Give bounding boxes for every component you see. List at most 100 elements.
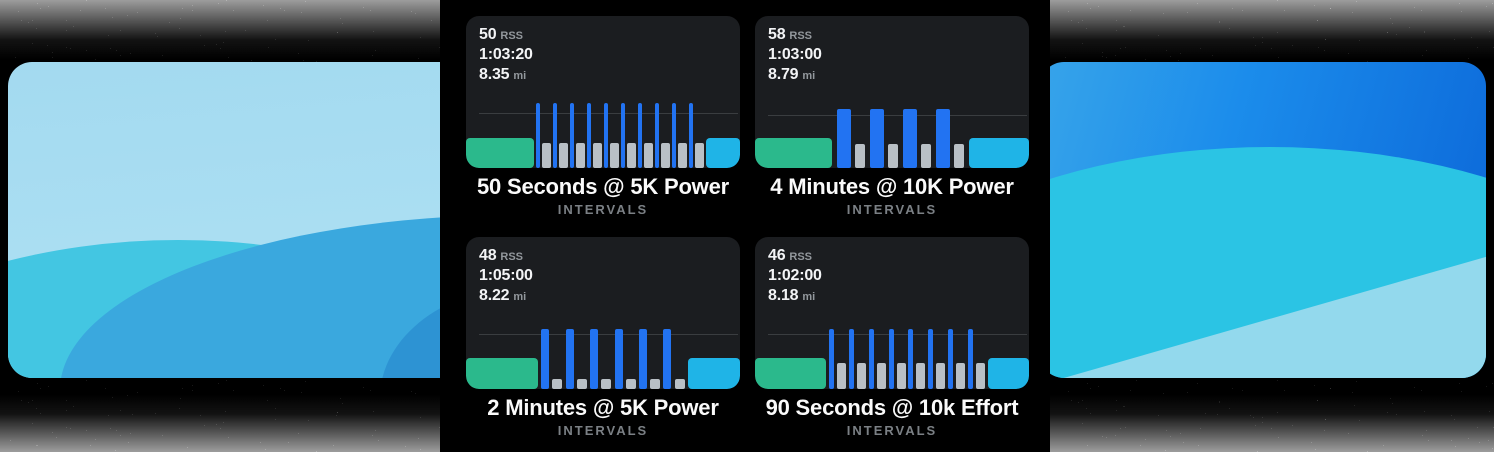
work-interval-bar [663,329,672,389]
distance-unit: mi [802,291,816,303]
rss-unit: RSS [500,251,524,263]
interval-bar-chart [466,324,740,389]
workout-card-cell[interactable]: 48 RSS 1:05:00 8.22 mi 2 Minutes @ 5K Powe… [466,237,740,438]
rss-unit: RSS [500,30,524,42]
recovery-bar [936,363,946,389]
workout-card-cell[interactable]: 58 RSS 1:03:00 8.79 mi 4 Minutes @ 10K Pow… [755,16,1029,217]
workout-card[interactable]: 58 RSS 1:03:00 8.79 mi [755,16,1029,168]
cooldown-bar [968,138,1029,168]
work-interval-bar [570,103,574,168]
workout-card[interactable]: 50 RSS 1:03:20 8.35 mi [466,16,740,168]
rss-value: 58 [768,26,786,43]
card-stats: 50 RSS 1:03:20 8.35 mi [479,25,533,85]
distance-value: 8.35 [479,66,510,83]
rss-row: 58 RSS [768,25,822,45]
recovery-bar [625,379,636,389]
recovery-bar [601,379,612,389]
recovery-bar [559,143,568,168]
distance-unit: mi [513,70,527,82]
recovery-bar [855,144,866,168]
cooldown-bar [987,358,1029,389]
card-stats: 58 RSS 1:03:00 8.79 mi [768,25,822,85]
recovery-bar [921,144,932,168]
rss-unit: RSS [789,30,813,42]
workout-subtitle: INTERVALS [557,202,649,217]
duration-value: 1:03:00 [768,46,822,63]
work-interval-bar [928,329,934,389]
duration-row: 1:05:00 [479,266,533,286]
work-interval-bar [836,109,851,168]
work-interval-bar [638,329,647,389]
workout-card-cell[interactable]: 46 RSS 1:02:00 8.18 mi 90 Seconds @ 10k Ef… [755,237,1029,438]
duration-row: 1:03:20 [479,45,533,65]
chart-gridline [768,115,1027,116]
workout-card[interactable]: 46 RSS 1:02:00 8.18 mi [755,237,1029,389]
distance-row: 8.79 mi [768,65,822,85]
workout-subtitle: INTERVALS [846,423,938,438]
chart-gridline [479,113,738,114]
cooldown-bar [706,138,740,168]
work-interval-bar [536,103,540,168]
card-stats: 48 RSS 1:05:00 8.22 mi [479,246,533,306]
cooldown-bar [687,358,740,389]
duration-value: 1:03:20 [479,46,533,63]
work-interval-bar [638,103,642,168]
duration-row: 1:03:00 [768,45,822,65]
recovery-bar [956,363,966,389]
workout-card[interactable]: 48 RSS 1:05:00 8.22 mi [466,237,740,389]
work-interval-bar [565,329,574,389]
warmup-bar [755,358,826,389]
distance-row: 8.18 mi [768,286,822,306]
workout-subtitle: INTERVALS [557,423,649,438]
work-interval-bar [948,329,954,389]
distance-value: 8.79 [768,66,799,83]
recovery-bar [876,363,886,389]
recovery-bar [976,363,985,389]
distance-value: 8.18 [768,287,799,304]
work-interval-bar [868,329,874,389]
recovery-bar [674,379,685,389]
work-interval-bar [604,103,608,168]
recovery-bar [954,144,965,168]
work-interval-bar [614,329,623,389]
work-interval-bar [908,329,914,389]
work-interval-bar [888,329,894,389]
recovery-bar [576,143,585,168]
work-interval-bar [621,103,625,168]
workout-picker-panel: 50 RSS 1:03:20 8.35 mi 50 Seconds @ 5K Pow… [440,0,1050,452]
work-interval-bar [869,109,884,168]
workout-subtitle: INTERVALS [846,202,938,217]
distance-row: 8.35 mi [479,65,533,85]
warmup-bar [466,138,534,168]
work-interval-bar [672,103,676,168]
recovery-bar [836,363,846,389]
work-interval-bar [553,103,557,168]
duration-row: 1:02:00 [768,266,822,286]
recovery-bar [888,144,899,168]
workout-title: 50 Seconds @ 5K Power [476,174,729,199]
rss-row: 46 RSS [768,246,822,266]
work-interval-bar [902,109,917,168]
distance-unit: mi [513,291,527,303]
duration-value: 1:02:00 [768,267,822,284]
rss-row: 50 RSS [479,25,533,45]
interval-bar-chart [755,103,1029,168]
chart-gridline [479,334,738,335]
recovery-bar [896,363,906,389]
workout-title: 4 Minutes @ 10K Power [770,174,1014,199]
recovery-bar [627,143,636,168]
workout-card-cell[interactable]: 50 RSS 1:03:20 8.35 mi 50 Seconds @ 5K Pow… [466,16,740,217]
background-wallpaper-right [1040,62,1486,378]
work-interval-bar [689,103,693,168]
recovery-bar [650,379,661,389]
recovery-bar [610,143,619,168]
rss-row: 48 RSS [479,246,533,266]
work-interval-bar [587,103,591,168]
work-interval-bar [935,109,950,168]
recovery-bar [552,379,563,389]
recovery-bar [695,143,704,168]
workout-title: 2 Minutes @ 5K Power [487,395,719,420]
work-interval-bar [590,329,599,389]
background-wallpaper-left [8,62,470,378]
work-interval-bar [848,329,854,389]
